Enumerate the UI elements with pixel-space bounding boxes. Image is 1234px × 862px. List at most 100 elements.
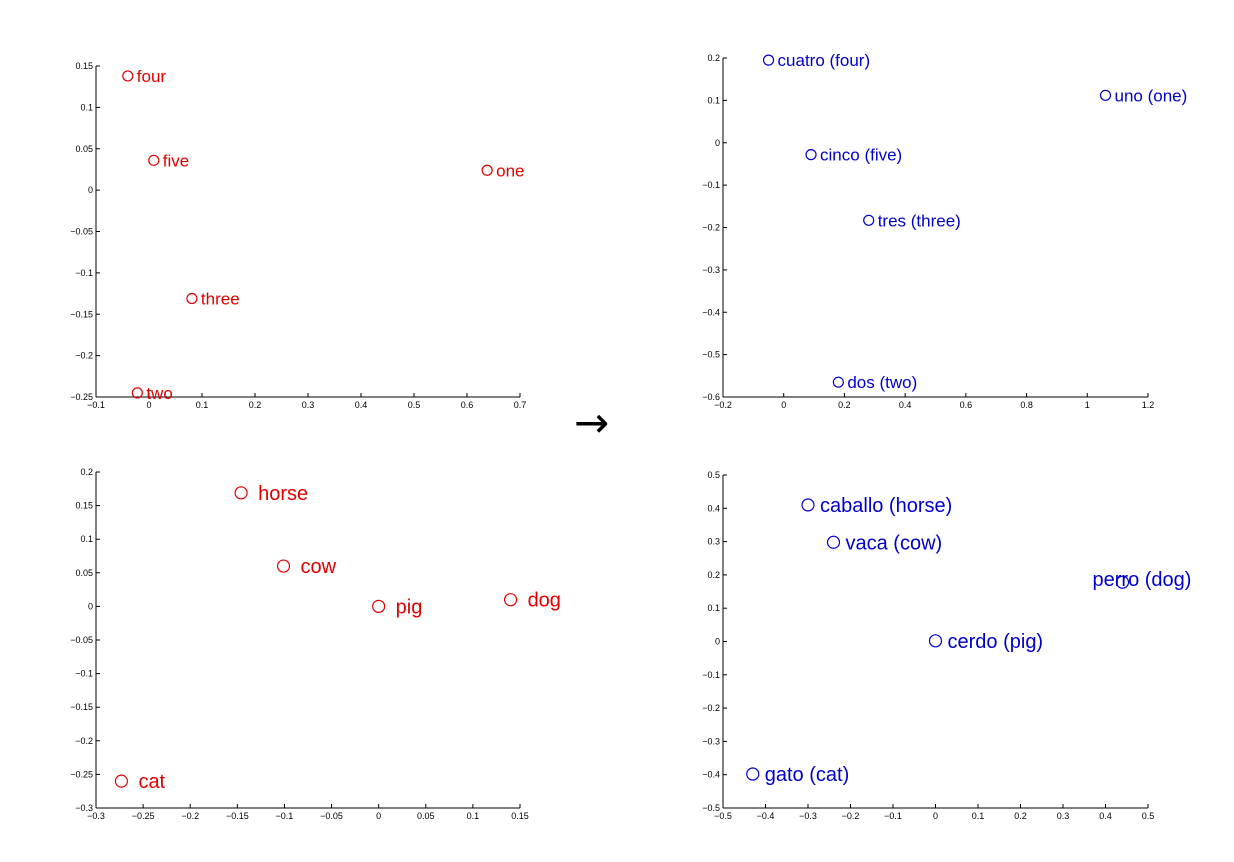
x-tick-label: −0.15 bbox=[226, 811, 249, 821]
y-tick-label: 0.1 bbox=[80, 534, 93, 544]
y-tick-label: −0.3 bbox=[75, 803, 93, 813]
data-point-label: three bbox=[201, 290, 240, 309]
x-tick-label: 0 bbox=[146, 400, 151, 410]
x-tick-label: −0.2 bbox=[842, 811, 860, 821]
y-tick-label: 0 bbox=[715, 637, 720, 647]
data-point-label: caballo (horse) bbox=[820, 495, 952, 517]
x-tick-label: −0.05 bbox=[320, 811, 343, 821]
data-point bbox=[186, 292, 198, 305]
data-point bbox=[234, 486, 248, 500]
data-point-label: vaca (cow) bbox=[846, 532, 943, 554]
x-tick-label: −0.1 bbox=[276, 811, 294, 821]
data-point bbox=[503, 593, 518, 607]
y-tick-label: 0.15 bbox=[75, 501, 93, 511]
y-tick-label: −0.5 bbox=[702, 803, 720, 813]
x-tick-label: −0.4 bbox=[757, 811, 775, 821]
data-point bbox=[131, 387, 143, 399]
y-tick-label: −0.25 bbox=[70, 769, 93, 779]
x-tick-label: −0.3 bbox=[799, 811, 817, 821]
y-tick-label: 0.2 bbox=[707, 53, 720, 63]
y-tick-label: −0.1 bbox=[702, 180, 720, 190]
y-tick-label: −0.2 bbox=[702, 703, 720, 713]
y-tick-label: −0.1 bbox=[75, 268, 93, 278]
data-point bbox=[832, 376, 844, 388]
y-tick-label: 0.05 bbox=[75, 568, 93, 578]
y-tick-label: 0.4 bbox=[707, 503, 720, 513]
data-point-label: four bbox=[137, 67, 167, 86]
x-tick-label: 0.05 bbox=[417, 811, 435, 821]
data-point bbox=[863, 214, 875, 226]
x-tick-label: 0.2 bbox=[249, 400, 262, 410]
x-tick-label: −0.2 bbox=[714, 400, 732, 410]
data-point bbox=[826, 535, 841, 549]
y-tick-label: −0.2 bbox=[75, 736, 93, 746]
translation-arrow: → bbox=[574, 398, 609, 447]
data-point-label: one bbox=[496, 161, 524, 180]
data-point-label: cow bbox=[301, 556, 337, 578]
y-tick-label: 0.1 bbox=[80, 102, 93, 112]
x-tick-label: 0 bbox=[376, 811, 381, 821]
data-point-label: gato (cat) bbox=[765, 764, 849, 786]
y-tick-label: −0.5 bbox=[702, 350, 720, 360]
y-tick-label: 0 bbox=[88, 601, 93, 611]
x-tick-label: 0.1 bbox=[196, 400, 209, 410]
data-point bbox=[762, 54, 775, 66]
data-point-label: cat bbox=[138, 771, 165, 793]
x-tick-label: 0.2 bbox=[1014, 811, 1027, 821]
y-tick-label: 0.5 bbox=[707, 470, 720, 480]
y-tick-label: −0.2 bbox=[75, 351, 93, 361]
x-tick-label: −0.2 bbox=[181, 811, 199, 821]
data-point-label: dos (two) bbox=[847, 373, 917, 392]
chart-numbers-spanish: −0.2 0 0.2 0.4 0.6 0.8 1 1.2 −0.6 −0.5 −0.4 −0.3 −0.… bbox=[702, 51, 1187, 410]
data-point bbox=[1099, 89, 1112, 101]
x-tick-label: 0.7 bbox=[514, 400, 527, 410]
data-point-label: five bbox=[163, 151, 189, 170]
y-tick-label: −0.05 bbox=[70, 227, 93, 237]
x-tick-label: 0.2 bbox=[838, 400, 851, 410]
y-tick-label: 0.05 bbox=[75, 144, 93, 154]
data-point-label: cerdo (pig) bbox=[948, 631, 1044, 653]
data-point-label: tres (three) bbox=[878, 211, 961, 230]
y-tick-label: −0.3 bbox=[702, 736, 720, 746]
x-tick-label: 0.5 bbox=[408, 400, 421, 410]
data-point-label: pig bbox=[396, 596, 423, 618]
y-tick-label: −0.6 bbox=[702, 392, 720, 402]
data-point-label: horse bbox=[258, 483, 308, 505]
data-point bbox=[114, 774, 129, 788]
data-point bbox=[122, 70, 134, 82]
y-tick-label: −0.15 bbox=[70, 702, 93, 712]
data-point bbox=[481, 164, 493, 176]
x-tick-label: 0.6 bbox=[960, 400, 973, 410]
y-tick-label: −0.05 bbox=[70, 635, 93, 645]
data-point bbox=[928, 634, 943, 648]
y-tick-label: −0.2 bbox=[702, 223, 720, 233]
data-point bbox=[805, 149, 817, 161]
x-tick-label: 0 bbox=[781, 400, 786, 410]
x-tick-label: 0.5 bbox=[1142, 811, 1155, 821]
y-tick-label: 0.1 bbox=[707, 603, 720, 613]
x-tick-label: 0.8 bbox=[1020, 400, 1033, 410]
data-point bbox=[1115, 575, 1130, 589]
data-point bbox=[372, 599, 386, 614]
y-tick-label: −0.4 bbox=[702, 770, 720, 780]
x-tick-label: −0.1 bbox=[884, 811, 902, 821]
x-tick-label: −0.25 bbox=[132, 811, 155, 821]
data-point-label: two bbox=[146, 384, 172, 403]
x-tick-label: −0.3 bbox=[87, 811, 105, 821]
x-tick-label: 1.2 bbox=[1142, 400, 1155, 410]
x-tick-label: 1 bbox=[1085, 400, 1090, 410]
y-tick-label: −0.1 bbox=[75, 669, 93, 679]
y-tick-label: 0 bbox=[715, 138, 720, 148]
y-tick-label: 0 bbox=[88, 185, 93, 195]
data-point-label: cinco (five) bbox=[820, 146, 902, 165]
x-tick-label: 0.3 bbox=[302, 400, 315, 410]
y-tick-label: 0.15 bbox=[75, 61, 93, 71]
data-point-label: dog bbox=[528, 590, 561, 612]
x-tick-label: 0.6 bbox=[461, 400, 474, 410]
x-tick-label: −0.1 bbox=[87, 400, 105, 410]
y-tick-label: −0.4 bbox=[702, 307, 720, 317]
x-tick-label: −0.5 bbox=[714, 811, 732, 821]
data-point bbox=[148, 154, 160, 166]
data-point-label: uno (one) bbox=[1115, 86, 1188, 105]
